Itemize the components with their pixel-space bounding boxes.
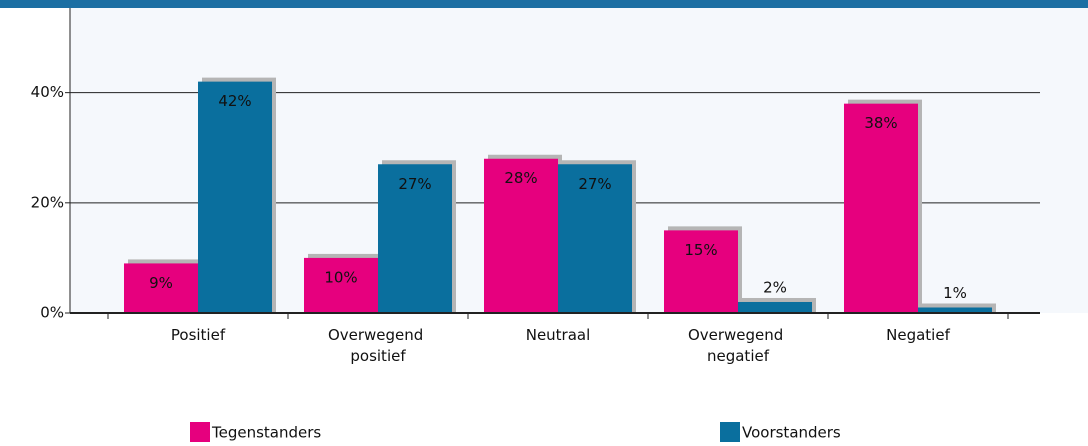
bar bbox=[918, 307, 992, 313]
x-tick-label: Neutraal bbox=[526, 326, 591, 344]
top-strip bbox=[0, 0, 1088, 8]
y-tick-label: 40% bbox=[31, 83, 64, 101]
data-label: 9% bbox=[149, 274, 173, 292]
data-label: 28% bbox=[504, 169, 537, 187]
data-label: 15% bbox=[684, 241, 717, 259]
x-tick-label: Negatief bbox=[886, 326, 950, 344]
bar bbox=[664, 230, 738, 313]
legend-label: Tegenstanders bbox=[211, 424, 321, 442]
data-label: 10% bbox=[324, 268, 357, 286]
bar bbox=[124, 263, 198, 313]
bar bbox=[484, 158, 558, 313]
data-label: 38% bbox=[864, 114, 897, 132]
x-tick-label: Overwegend positief bbox=[328, 326, 428, 365]
bar bbox=[558, 164, 632, 313]
legend-swatch bbox=[190, 422, 210, 442]
bar bbox=[378, 164, 452, 313]
data-label: 2% bbox=[763, 278, 787, 296]
data-label: 27% bbox=[398, 175, 431, 193]
data-label: 1% bbox=[943, 284, 967, 302]
bar bbox=[198, 81, 272, 313]
bar bbox=[304, 257, 378, 313]
legend-swatch bbox=[720, 422, 740, 442]
bar bbox=[844, 103, 918, 314]
y-tick-label: 20% bbox=[31, 193, 64, 211]
y-tick-label: 0% bbox=[40, 304, 64, 322]
data-label: 42% bbox=[218, 92, 251, 110]
legend-label: Voorstanders bbox=[742, 424, 841, 442]
x-tick-label: Positief bbox=[171, 326, 226, 344]
data-label: 27% bbox=[578, 175, 611, 193]
x-tick-label: Overwegend negatief bbox=[688, 326, 788, 365]
bar bbox=[738, 301, 812, 313]
